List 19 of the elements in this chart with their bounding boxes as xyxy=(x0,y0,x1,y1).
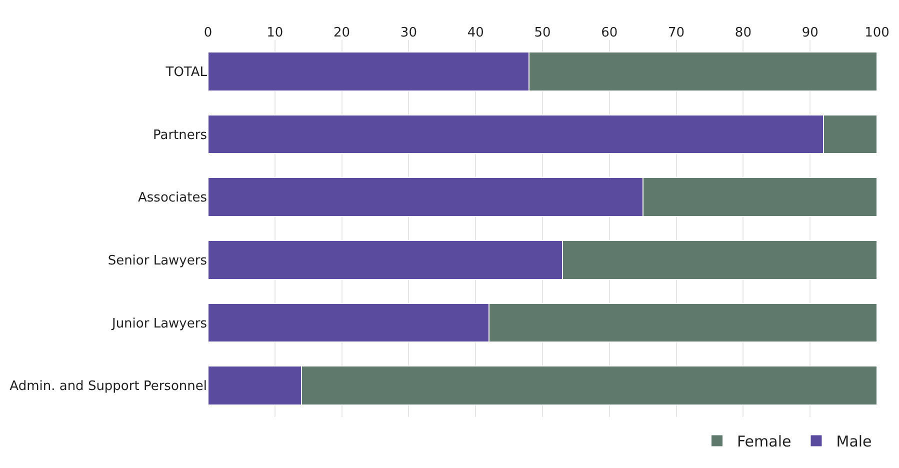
x-tick-label: 60 xyxy=(601,25,618,40)
x-tick-label: 100 xyxy=(864,25,890,40)
y-tick-label: Junior Lawyers xyxy=(110,316,208,332)
y-tick-label: Admin. and Support Personnel xyxy=(10,379,207,394)
y-tick-label: Senior Lawyers xyxy=(108,253,208,268)
legend-label: Female xyxy=(737,432,792,451)
x-tick-label: 90 xyxy=(802,25,818,40)
x-tick-label: 10 xyxy=(266,25,284,40)
legend-label: Male xyxy=(836,432,872,451)
y-tick-label: Associates xyxy=(138,190,208,206)
x-tick-label: 30 xyxy=(400,25,417,40)
y-tick-label: Partners xyxy=(152,128,208,143)
y-tick-label: TOTAL xyxy=(164,64,208,80)
x-tick-label: 40 xyxy=(467,25,484,40)
x-tick-label: 0 xyxy=(204,25,212,40)
x-tick-label: 70 xyxy=(668,25,685,40)
x-tick-label: 50 xyxy=(534,25,551,40)
x-tick-label: 80 xyxy=(734,25,752,40)
x-tick-label: 20 xyxy=(334,25,350,40)
